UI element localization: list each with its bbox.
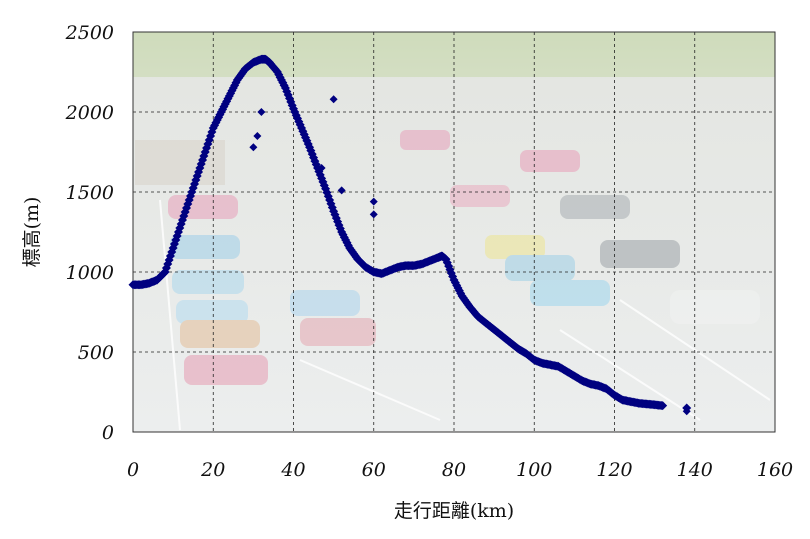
data-point — [682, 407, 691, 416]
x-tick-label: 120 — [596, 459, 632, 481]
data-point — [369, 197, 378, 206]
x-tick-label: 160 — [757, 459, 793, 481]
data-point — [337, 186, 346, 195]
data-point — [329, 95, 338, 104]
y-tick-label: 500 — [78, 342, 114, 364]
data-point — [658, 401, 668, 411]
data-point — [257, 108, 266, 116]
x-tick-label: 40 — [280, 459, 305, 481]
data-points — [128, 54, 692, 416]
parked-cars — [168, 130, 760, 385]
y-tick-labels: 0 500 1000 1500 2000 2500 — [65, 22, 114, 444]
x-tick-label: 140 — [677, 459, 713, 481]
photo-building — [135, 140, 225, 185]
data-point — [369, 210, 378, 219]
data-point — [317, 164, 326, 172]
y-tick-label: 1500 — [66, 182, 114, 204]
data-point — [249, 143, 258, 152]
data-point — [253, 132, 262, 140]
x-tick-label: 0 — [127, 459, 139, 481]
y-tick-label: 2000 — [65, 102, 114, 124]
y-tick-label: 0 — [102, 422, 114, 444]
y-tick-label: 1000 — [66, 262, 114, 284]
y-tick-label: 2500 — [65, 22, 114, 44]
x-tick-labels: 0 20 40 60 80 100 120 140 160 — [127, 459, 793, 481]
x-tick-label: 60 — [362, 459, 386, 481]
x-axis-title: 走行距離(km) — [394, 500, 514, 522]
x-tick-label: 20 — [200, 459, 225, 481]
y-axis-title: 標高(m) — [21, 197, 43, 268]
x-tick-label: 100 — [516, 459, 552, 481]
plot-frame — [132, 31, 776, 433]
x-tick-label: 80 — [442, 459, 466, 481]
